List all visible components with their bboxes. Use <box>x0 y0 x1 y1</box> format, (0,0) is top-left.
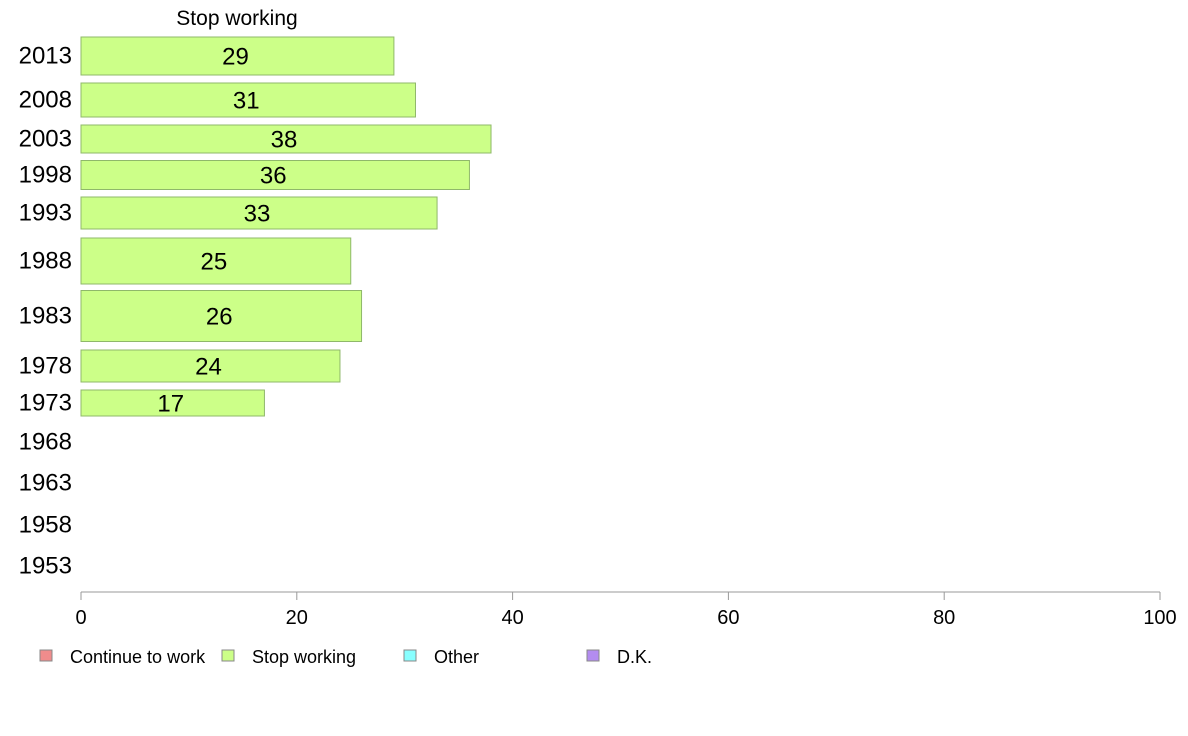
bar-1978 <box>80 349 341 383</box>
category-label-1973: 1973 <box>19 390 72 417</box>
category-label-1968: 1968 <box>19 429 72 456</box>
legend-label-3: D.K. <box>617 647 652 667</box>
category-label-1953: 1953 <box>19 553 72 580</box>
bar-value-2003: 38 <box>271 127 298 154</box>
category-label-1963: 1963 <box>19 470 72 497</box>
x-ticks: 0 20 40 60 80 100 <box>75 592 1177 629</box>
bar-1973 <box>80 389 265 417</box>
category-label-1983: 1983 <box>19 303 72 330</box>
bar-2008 <box>80 82 416 118</box>
category-labels: 2013 2008 2003 1998 1993 1988 1983 1978 1973 1968… <box>19 43 72 580</box>
legend-label-1: Stop working <box>252 647 356 667</box>
bar-value-2008: 31 <box>233 88 260 115</box>
bar-value-1983: 26 <box>206 304 233 331</box>
category-label-1993: 1993 <box>19 200 72 227</box>
x-tick-label-60: 60 <box>717 607 739 629</box>
bar-value-1988: 25 <box>201 249 228 276</box>
bar-value-1973: 17 <box>157 391 184 418</box>
legend-swatch-2 <box>403 649 417 662</box>
x-tick-label-0: 0 <box>75 607 86 629</box>
category-label-1978: 1978 <box>19 353 72 380</box>
legend-swatch-1 <box>221 649 235 662</box>
bar-value-1993: 33 <box>244 201 271 228</box>
series-title: Stop working <box>176 7 297 30</box>
category-label-2003: 2003 <box>19 126 72 153</box>
legend: Continue to work Stop working Other D.K. <box>39 647 652 667</box>
x-tick-label-80: 80 <box>933 607 955 629</box>
x-tick-label-100: 100 <box>1143 607 1176 629</box>
bar-1998 <box>80 160 470 190</box>
category-label-2008: 2008 <box>19 87 72 114</box>
legend-label-0: Continue to work <box>70 647 206 667</box>
bars: 29 31 38 36 33 25 26 24 17 <box>80 36 492 418</box>
category-label-1958: 1958 <box>19 512 72 539</box>
bar-2013 <box>80 36 395 76</box>
bar-value-1998: 36 <box>260 163 287 190</box>
bar-1988 <box>80 237 352 285</box>
bar-1993 <box>80 196 438 230</box>
bar-value-1978: 24 <box>195 354 222 381</box>
legend-label-2: Other <box>434 647 479 667</box>
category-label-1988: 1988 <box>19 248 72 275</box>
category-label-1998: 1998 <box>19 162 72 189</box>
legend-swatch-3 <box>586 649 600 662</box>
bar-2003 <box>80 124 492 154</box>
legend-swatch-0 <box>39 649 53 662</box>
bar-value-2013: 29 <box>222 44 249 71</box>
x-tick-label-20: 20 <box>286 607 308 629</box>
x-tick-label-40: 40 <box>501 607 523 629</box>
bar-1983 <box>80 290 363 342</box>
category-label-2013: 2013 <box>19 43 72 70</box>
